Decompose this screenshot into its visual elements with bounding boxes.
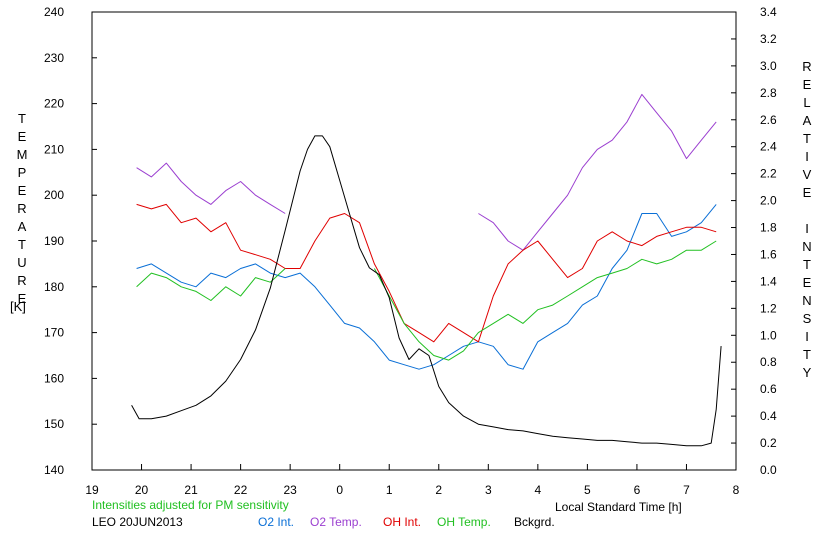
left-axis-label-letter: T	[18, 237, 26, 252]
right-axis-tick-label: 2.8	[760, 86, 777, 100]
x-axis-tick-label: 3	[485, 483, 492, 497]
right-axis-tick-label: 1.4	[760, 274, 777, 288]
right-axis-tick-label: 3.2	[760, 32, 777, 46]
x-axis-tick-label: 23	[283, 483, 297, 497]
x-axis-tick-label: 5	[584, 483, 591, 497]
left-axis-label-letter: U	[17, 255, 27, 270]
left-axis-tick-label: 180	[44, 280, 64, 294]
right-axis-label-letter: V	[802, 167, 812, 182]
x-axis-tick-label: 7	[683, 483, 690, 497]
right-axis-tick-label: 0.4	[760, 409, 777, 423]
left-axis-tick-label: 230	[44, 51, 64, 65]
left-axis-tick-label: 190	[44, 234, 64, 248]
right-axis-tick-label: 1.0	[760, 328, 777, 342]
right-axis-tick-label: 1.6	[760, 247, 777, 261]
plot-frame	[91, 11, 737, 471]
series-layer	[131, 93, 722, 447]
left-axis-label-letter: R	[17, 201, 27, 216]
right-axis-label-letter: A	[802, 113, 812, 128]
right-axis-label-letter: I	[805, 329, 809, 344]
station-date-label: LEO 20JUN2013	[92, 515, 183, 529]
left-axis-label-letter: A	[17, 219, 27, 234]
x-axis-tick-label: 0	[336, 483, 343, 497]
x-axis-tick-label: 2	[435, 483, 442, 497]
x-axis-ticks: 19 20 21 22 23 0 1 2 3 4 5 6 7 8	[85, 464, 740, 497]
left-axis-label-letter: R	[17, 273, 27, 288]
left-axis-unit-text: [K]	[10, 299, 26, 314]
legend-o2-temp: O2 Temp.	[310, 515, 362, 529]
left-axis-tick-label: 140	[44, 463, 64, 477]
right-axis-label-letter: N	[802, 239, 812, 254]
left-axis-label-letter: E	[17, 291, 27, 306]
right-axis-tick-label: 0.0	[760, 463, 777, 477]
sensitivity-note: Intensities adjusted for PM sensitivity	[92, 498, 289, 512]
legend-oh-temp: OH Temp.	[437, 515, 491, 529]
right-axis-tick-label: 2.6	[760, 113, 777, 127]
right-axis-label-letter: T	[803, 347, 811, 362]
right-axis-label-letter: E	[802, 77, 812, 92]
right-axis-label-letter: E	[802, 185, 812, 200]
legend-oh-int: OH Int.	[383, 515, 422, 529]
legend-bckgrd: Bckgrd.	[514, 515, 555, 529]
right-axis-tick-label: 3.4	[760, 5, 777, 19]
left-axis-label-letter: E	[17, 183, 27, 198]
x-axis-tick-label: 8	[733, 483, 740, 497]
left-axis-tick-label: 170	[44, 326, 64, 340]
right-axis-tick-label: 0.8	[760, 355, 777, 369]
series-line-bckgrd	[131, 135, 722, 447]
right-axis-tick-label: 1.2	[760, 301, 777, 315]
right-axis-label-letter: L	[803, 95, 811, 110]
left-axis-label-letter: T	[18, 111, 26, 126]
right-axis-label-letter: S	[802, 311, 812, 326]
x-axis-tick-label: 22	[234, 483, 248, 497]
series-line-oh-temp	[136, 240, 717, 361]
left-axis-ticks: 140 150 160 170 180 190 200 210 220 230 240	[44, 5, 97, 477]
left-axis-label-letter: E	[17, 129, 27, 144]
left-axis-tick-label: 220	[44, 97, 64, 111]
x-axis-tick-label: 1	[386, 483, 393, 497]
right-axis-tick-label: 2.0	[760, 194, 777, 208]
right-axis-tick-label: 0.6	[760, 382, 777, 396]
left-axis-unit: [K]	[10, 298, 26, 316]
x-axis-tick-label: 21	[184, 483, 198, 497]
x-axis-tick-label: 19	[85, 483, 99, 497]
left-axis-tick-label: 150	[44, 417, 64, 431]
right-axis-label-letter: I	[805, 221, 809, 236]
right-axis-label-letter	[799, 202, 815, 220]
left-axis-tick-label: 210	[44, 142, 64, 156]
left-axis-tick-label: 200	[44, 188, 64, 202]
series-line-o2-int	[136, 204, 717, 370]
right-axis-label-letter: R	[802, 59, 812, 74]
x-axis-tick-label: 6	[634, 483, 641, 497]
x-axis-tick-label: 4	[535, 483, 542, 497]
right-axis-label-letter: E	[802, 275, 812, 290]
left-axis-tick-label: 240	[44, 5, 64, 19]
left-axis-tick-label: 160	[44, 371, 64, 385]
right-axis-tick-label: 0.2	[760, 436, 777, 450]
right-axis-label-letter: T	[803, 257, 811, 272]
right-axis-tick-label: 3.0	[760, 59, 777, 73]
series-line-o2-temp	[136, 93, 717, 251]
right-axis-label-letter: I	[805, 149, 809, 164]
left-axis-label-letter: M	[16, 147, 28, 162]
x-axis-tick-label: 20	[135, 483, 149, 497]
right-axis-label-letter: Y	[802, 365, 812, 380]
left-axis-label-letter: P	[17, 165, 27, 180]
legend-o2-int: O2 Int.	[258, 515, 295, 529]
right-axis-label-letter: T	[803, 131, 811, 146]
series-line-oh-int	[136, 203, 717, 343]
right-axis-ticks: 0.0 0.2 0.4 0.6 0.8 1.0 1.2 1.4 1.6 1.8 2.0 2.2 2.4 2…	[731, 5, 777, 477]
right-axis-tick-label: 2.4	[760, 140, 777, 154]
right-axis-tick-label: 2.2	[760, 167, 777, 181]
x-axis-title: Local Standard Time [h]	[555, 500, 682, 514]
right-axis-label-letter: N	[802, 293, 812, 308]
right-axis-tick-label: 1.8	[760, 221, 777, 235]
